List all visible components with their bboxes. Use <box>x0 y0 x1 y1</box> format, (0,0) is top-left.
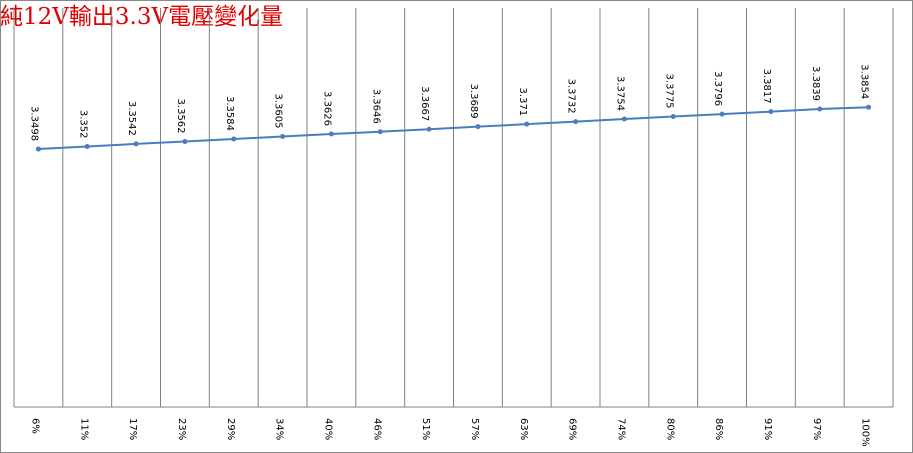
data-label: 3.3605 <box>273 94 284 129</box>
marker <box>182 139 188 145</box>
x-tick-label: 86% <box>713 418 724 440</box>
x-tick-label: 29% <box>225 418 236 440</box>
x-tick-label: 100% <box>860 418 871 447</box>
data-label: 3.371 <box>517 88 528 117</box>
x-tick-label: 17% <box>127 418 138 440</box>
marker <box>328 131 334 137</box>
marker <box>719 111 725 117</box>
marker <box>280 134 286 140</box>
data-label: 3.3839 <box>810 66 821 101</box>
marker <box>768 109 774 115</box>
data-label: 3.3817 <box>761 69 772 104</box>
line <box>38 106 869 151</box>
marker <box>426 126 432 132</box>
marker <box>231 136 237 142</box>
x-tick-label: 57% <box>469 418 480 440</box>
chart-title: 純12V輸出3.3V電壓變化量 <box>0 4 283 30</box>
marker <box>670 114 676 120</box>
marker <box>377 129 383 135</box>
marker <box>84 143 90 149</box>
x-tick-label: 23% <box>176 418 187 440</box>
x-tick-label: 34% <box>274 418 285 440</box>
marker <box>573 119 579 125</box>
data-label: 3.3646 <box>370 89 381 124</box>
x-tick-label: 11% <box>78 418 89 440</box>
x-tick-label: 97% <box>811 418 822 440</box>
data-label: 3.3796 <box>712 71 723 106</box>
x-tick-label: 80% <box>664 418 675 440</box>
x-tick-label: 6% <box>29 418 40 434</box>
marker <box>621 116 627 122</box>
marker <box>817 106 823 112</box>
data-label: 3.3562 <box>175 99 186 134</box>
x-tick-label: 51% <box>420 418 431 440</box>
data-label: 3.3854 <box>859 64 870 99</box>
marker <box>524 121 530 127</box>
marker <box>475 124 481 130</box>
data-label: 3.3732 <box>566 79 577 114</box>
data-label: 3.3498 <box>28 106 39 141</box>
data-label: 3.3689 <box>468 84 479 119</box>
x-tick-label: 69% <box>567 418 578 440</box>
x-tick-label: 91% <box>762 418 773 440</box>
data-label: 3.3667 <box>419 86 430 121</box>
data-label: 3.3584 <box>224 96 235 131</box>
data-label: 3.3754 <box>614 76 625 111</box>
x-tick-label: 63% <box>518 418 529 440</box>
x-tick-label: 40% <box>322 418 333 440</box>
x-tick-label: 74% <box>615 418 626 440</box>
marker <box>133 141 139 147</box>
marker <box>866 104 872 110</box>
x-tick-label: 46% <box>371 418 382 440</box>
data-label: 3.3542 <box>126 101 137 136</box>
data-label: 3.352 <box>77 110 88 139</box>
data-label: 3.3626 <box>321 91 332 126</box>
data-label: 3.3775 <box>663 74 674 109</box>
marker <box>35 146 41 152</box>
